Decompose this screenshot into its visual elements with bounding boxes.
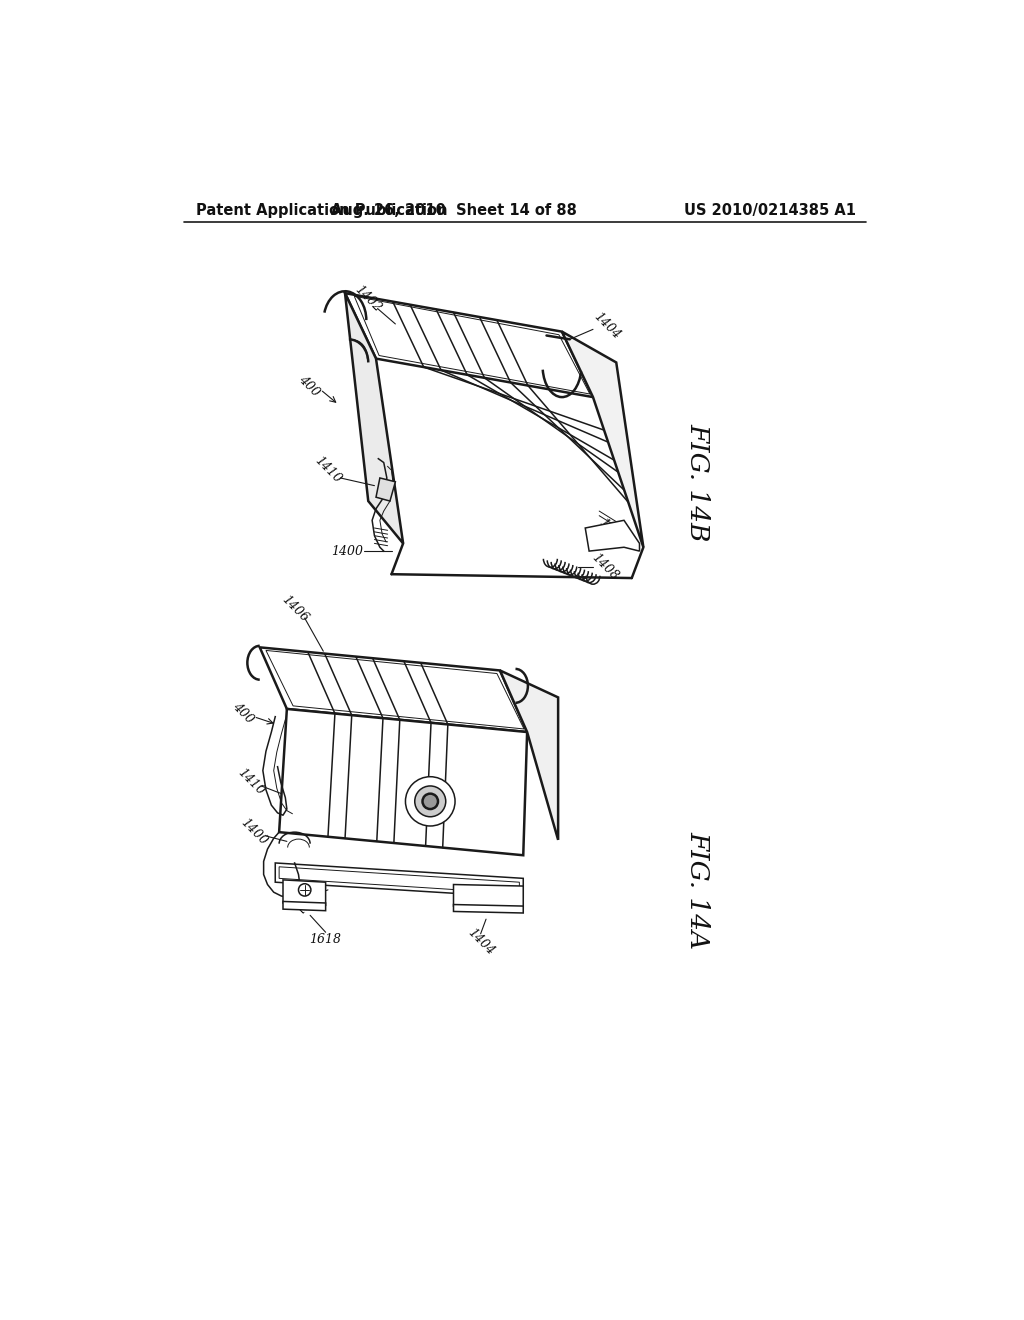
Text: US 2010/0214385 A1: US 2010/0214385 A1 — [684, 203, 856, 218]
Polygon shape — [283, 880, 326, 906]
Text: FIG. 14A: FIG. 14A — [685, 830, 710, 949]
Text: 400: 400 — [229, 700, 256, 726]
Text: 1408: 1408 — [589, 550, 621, 582]
Polygon shape — [500, 671, 558, 840]
Circle shape — [406, 776, 455, 826]
Circle shape — [299, 884, 311, 896]
Text: 1618: 1618 — [309, 933, 342, 946]
Text: 1400: 1400 — [332, 545, 364, 557]
Polygon shape — [345, 293, 403, 544]
Text: 1404: 1404 — [591, 310, 623, 342]
Text: 400: 400 — [296, 372, 322, 399]
Polygon shape — [586, 520, 640, 552]
Polygon shape — [376, 478, 395, 502]
Circle shape — [423, 793, 438, 809]
Text: 1402: 1402 — [352, 284, 384, 315]
Text: FIG. 14B: FIG. 14B — [685, 422, 710, 541]
Text: Aug. 26, 2010  Sheet 14 of 88: Aug. 26, 2010 Sheet 14 of 88 — [331, 203, 577, 218]
Text: 1404: 1404 — [465, 927, 497, 958]
Text: 1414: 1414 — [596, 516, 629, 548]
Polygon shape — [345, 293, 593, 397]
Text: 1400: 1400 — [239, 816, 270, 847]
Polygon shape — [280, 709, 527, 855]
Circle shape — [415, 785, 445, 817]
Text: 1402: 1402 — [279, 886, 310, 917]
Polygon shape — [260, 647, 527, 733]
Polygon shape — [283, 902, 326, 911]
Polygon shape — [454, 884, 523, 908]
Text: 1410: 1410 — [312, 454, 344, 486]
Polygon shape — [454, 904, 523, 913]
Polygon shape — [275, 863, 523, 898]
Polygon shape — [562, 331, 643, 548]
Text: 1410: 1410 — [234, 766, 266, 799]
Text: 1406: 1406 — [279, 593, 310, 624]
Text: Patent Application Publication: Patent Application Publication — [197, 203, 447, 218]
